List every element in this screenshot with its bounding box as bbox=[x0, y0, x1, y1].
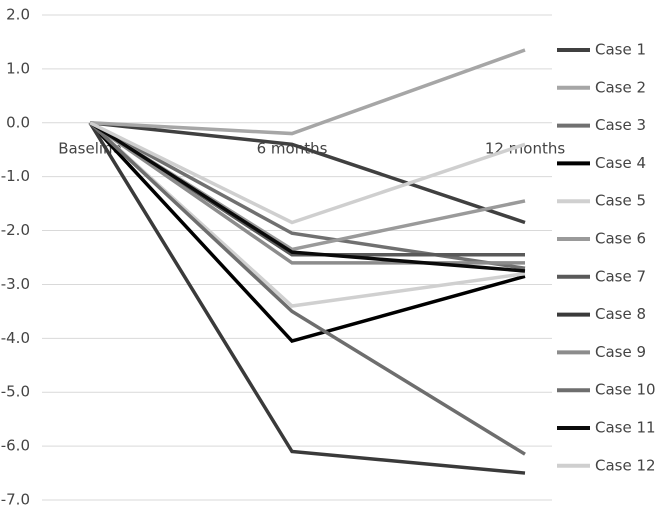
y-tick-label: -3.0 bbox=[1, 275, 30, 293]
series-line bbox=[88, 121, 526, 475]
series-line bbox=[89, 121, 526, 225]
series-line bbox=[89, 121, 526, 273]
y-tick-label: -1.0 bbox=[1, 167, 30, 185]
legend-label: Case 7 bbox=[595, 267, 646, 285]
legend-label: Case 4 bbox=[595, 154, 646, 172]
legend-label: Case 12 bbox=[595, 456, 656, 474]
x-tick-label: Baseline bbox=[58, 139, 122, 157]
y-tick-label: -6.0 bbox=[1, 437, 30, 455]
series-line bbox=[89, 48, 526, 136]
series-line bbox=[89, 121, 526, 271]
legend-label: Case 6 bbox=[595, 230, 646, 248]
legend-label: Case 9 bbox=[595, 343, 646, 361]
y-tick-label: -7.0 bbox=[1, 491, 30, 509]
legend-label: Case 8 bbox=[595, 305, 646, 323]
series-line bbox=[88, 121, 526, 343]
legend-label: Case 3 bbox=[595, 116, 646, 134]
y-tick-label: -2.0 bbox=[1, 221, 30, 239]
legend-label: Case 2 bbox=[595, 78, 646, 96]
y-tick-label: -4.0 bbox=[1, 329, 30, 347]
series-line bbox=[89, 121, 525, 265]
y-tick-label: 2.0 bbox=[6, 6, 30, 24]
y-tick-label: -5.0 bbox=[1, 383, 30, 401]
legend-label: Case 5 bbox=[595, 192, 646, 210]
legend-label: Case 10 bbox=[595, 381, 656, 399]
legend-label: Case 1 bbox=[595, 41, 646, 59]
y-tick-label: 1.0 bbox=[6, 59, 30, 77]
series-line bbox=[89, 121, 526, 225]
y-tick-label: 0.0 bbox=[6, 113, 30, 131]
legend-label: Case 11 bbox=[595, 419, 656, 437]
series-line bbox=[88, 121, 526, 456]
